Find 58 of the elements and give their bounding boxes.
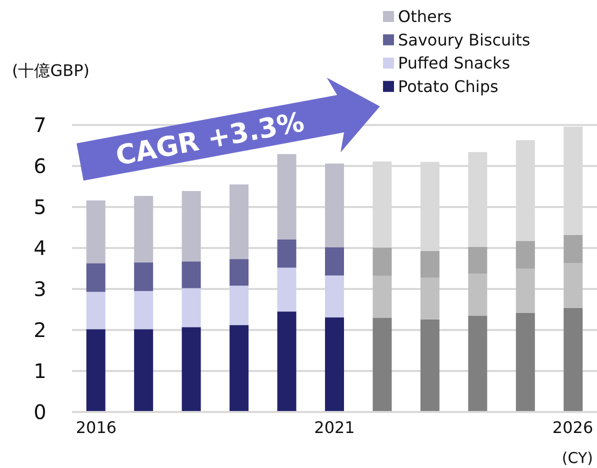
bar <box>230 286 249 326</box>
legend-label: Others <box>398 7 452 26</box>
y-axis-title: (十億GBP) <box>12 61 90 80</box>
y-tick-label: 3 <box>34 277 46 301</box>
bar <box>182 327 201 412</box>
bar <box>86 329 106 412</box>
bar <box>516 312 535 412</box>
bar <box>420 278 440 320</box>
bar <box>516 241 535 268</box>
x-tick-label: 2026 <box>552 418 594 437</box>
y-tick-label: 4 <box>34 236 46 260</box>
y-tick-label: 0 <box>34 400 46 424</box>
bar <box>468 246 488 274</box>
bar <box>134 196 154 262</box>
y-tick-label: 6 <box>34 154 46 178</box>
bar <box>372 318 392 412</box>
arrow-annotation: CAGR +3.3% <box>76 78 380 181</box>
bar <box>277 312 296 412</box>
bar <box>420 250 440 278</box>
legend-label: Potato Chips <box>398 76 498 96</box>
x-axis-title: (CY) <box>562 449 593 467</box>
bar <box>564 308 583 412</box>
bar <box>277 239 296 268</box>
bar <box>516 268 535 313</box>
x-tick-label: 2021 <box>314 418 355 437</box>
bar <box>277 154 296 240</box>
bar <box>182 191 201 262</box>
bar <box>134 329 154 412</box>
bar <box>277 268 296 312</box>
bar <box>468 316 488 412</box>
bar <box>182 262 201 288</box>
legend-label: Savoury Biscuits <box>398 30 530 50</box>
bar <box>372 248 392 276</box>
bar <box>86 200 106 264</box>
bar <box>564 234 583 264</box>
bar <box>468 274 488 316</box>
bar <box>182 288 201 328</box>
bar <box>134 262 154 292</box>
bar <box>134 291 154 330</box>
bar <box>325 275 344 318</box>
bar <box>325 164 344 248</box>
bar <box>86 292 106 330</box>
bar <box>230 259 249 286</box>
bar <box>372 276 392 318</box>
bar <box>564 263 583 308</box>
bar <box>420 319 440 412</box>
annotation: CAGR +3.3% <box>114 106 307 172</box>
y-tick-label: 7 <box>34 113 46 137</box>
bar <box>325 247 344 276</box>
bar <box>86 263 106 292</box>
y-tick-label: 5 <box>34 195 46 219</box>
bar <box>230 325 249 412</box>
bar <box>325 317 344 412</box>
bar <box>230 184 249 260</box>
y-tick-label: 2 <box>34 318 46 342</box>
y-tick-label: 1 <box>34 359 46 383</box>
x-tick-label: 2016 <box>76 418 117 437</box>
legend-label: Puffed Snacks <box>398 54 510 73</box>
